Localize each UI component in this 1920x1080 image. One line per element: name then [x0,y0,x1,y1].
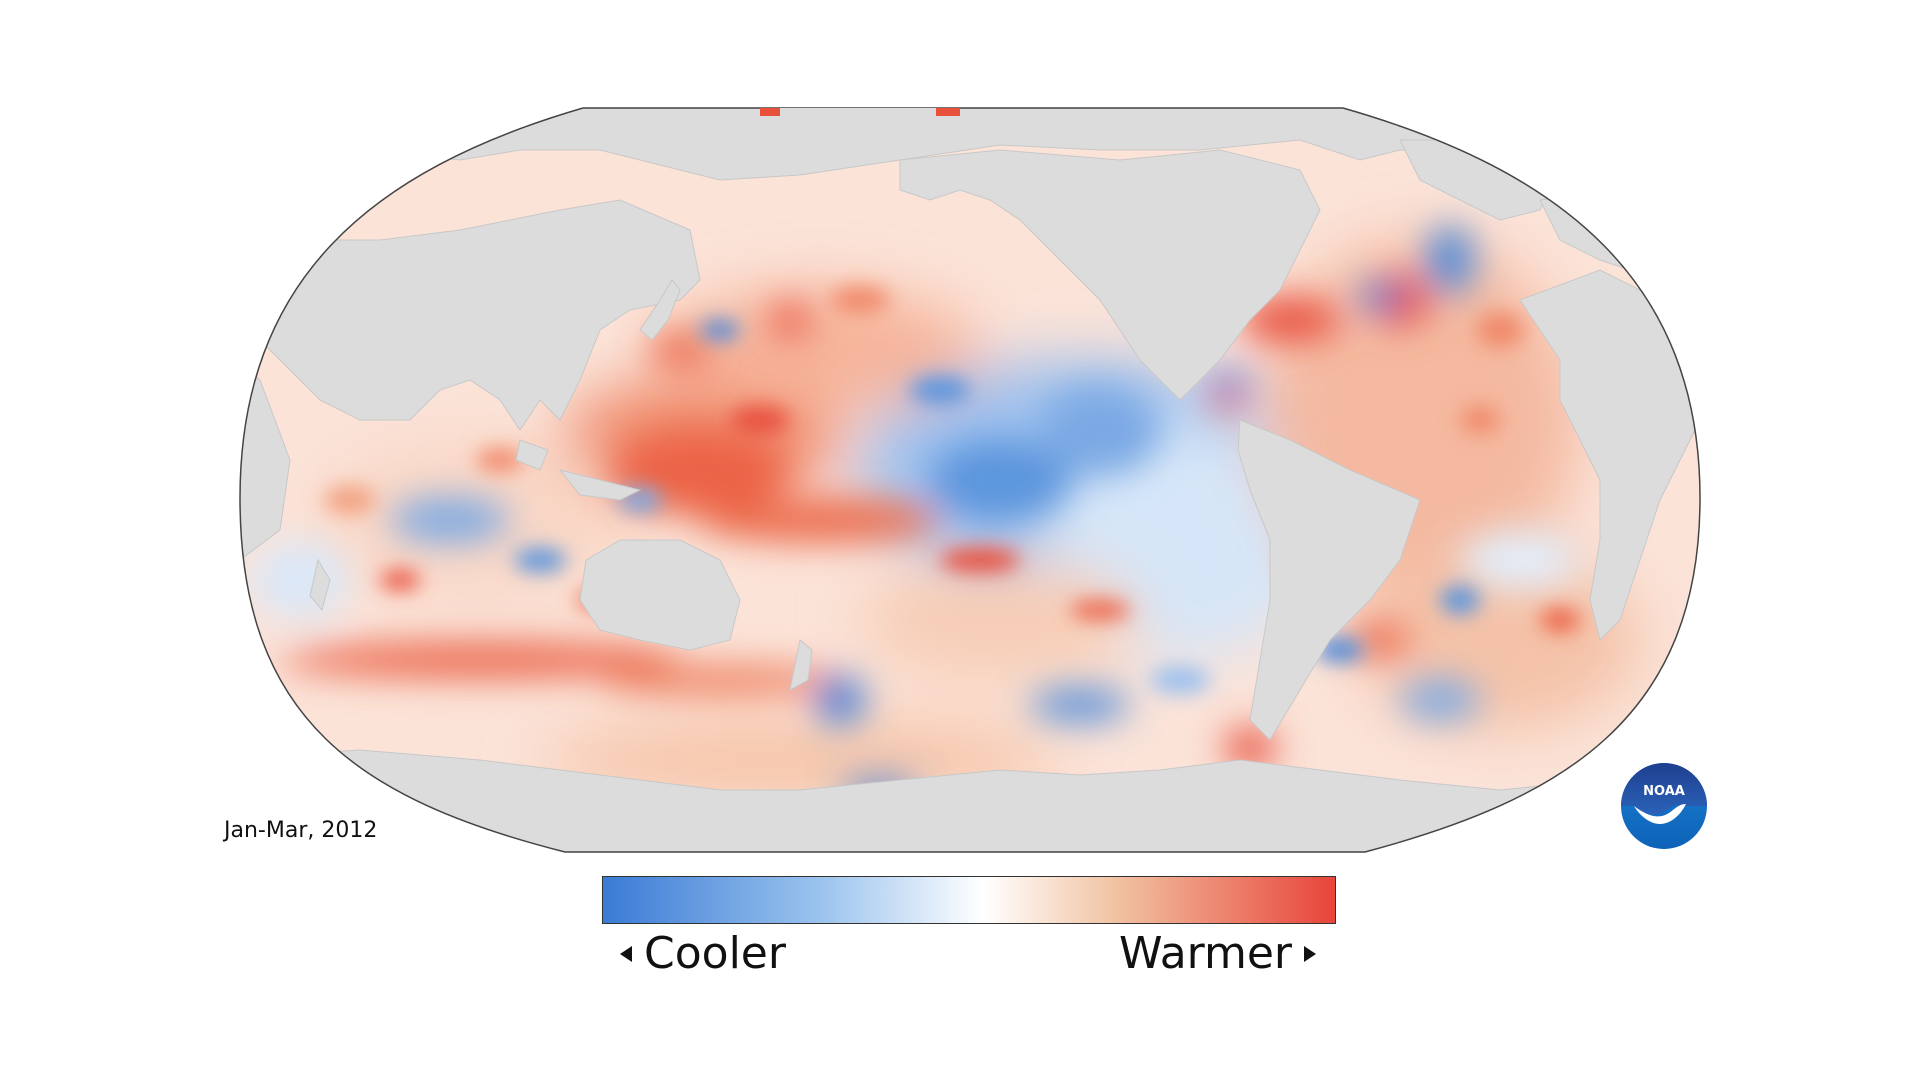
triangle-left-icon [620,945,632,962]
noaa-logo-text: NOAA [1643,784,1685,799]
legend-warm: Warmer [1119,928,1316,979]
period-label: Jan-Mar, 2012 [224,818,378,843]
arctic-strip [760,108,960,116]
legend-cool-label: Cooler [644,928,786,979]
triangle-right-icon [1304,945,1316,962]
legend-cool: Cooler [620,928,786,979]
noaa-logo-icon: NOAA [1621,763,1707,849]
legend-warm-label: Warmer [1119,928,1292,979]
arctic-warm-right [936,108,960,116]
map-outline [239,107,1701,853]
land-masses [240,108,1700,852]
arctic-warm-left [760,108,780,116]
colorbar [602,876,1336,924]
